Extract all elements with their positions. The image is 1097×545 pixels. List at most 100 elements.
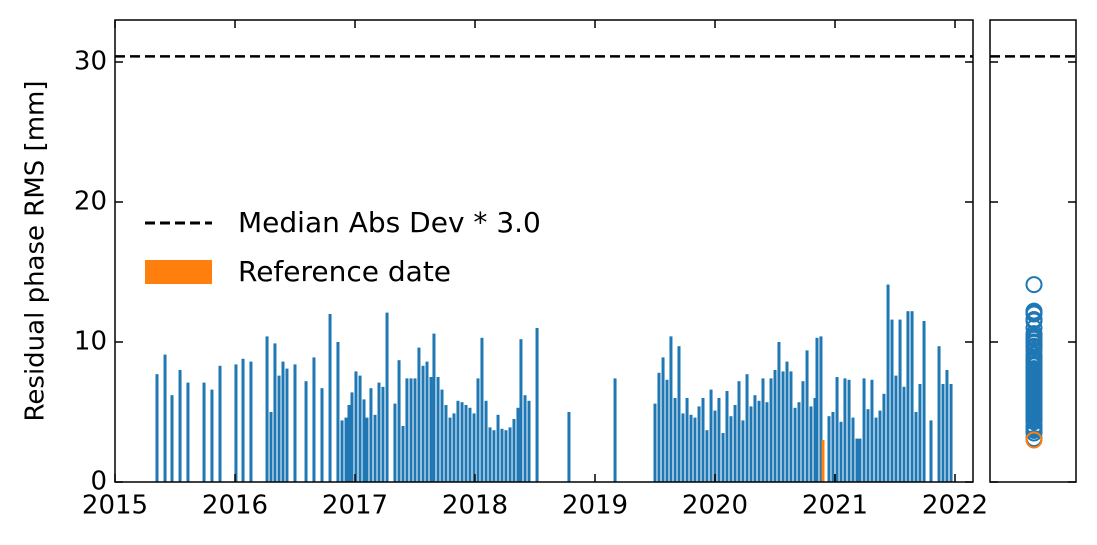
bar [358,375,362,482]
bar [234,364,238,482]
side-point [1025,302,1043,320]
bar [898,319,902,482]
bar [681,413,685,482]
side-point [1025,367,1043,385]
bar [858,438,862,482]
bar [354,371,358,482]
side-point [1025,411,1043,429]
bar [839,421,843,482]
legend-patch [145,260,212,284]
bar [249,361,253,482]
side-point [1025,312,1043,330]
bar [468,407,472,482]
bar [902,386,906,482]
bar [701,398,705,482]
bar [409,378,413,482]
bar [878,410,882,482]
bar [362,399,366,482]
bar [874,417,878,482]
bar [397,360,401,482]
bar [285,368,289,482]
bar [835,377,839,482]
bar [369,388,373,482]
y-axis-label: Residual phase RMS [mm] [21,81,51,422]
bar [210,389,214,482]
bar [769,378,773,482]
bar [347,405,351,482]
bar [186,382,190,482]
bar [436,377,440,482]
bar [741,420,745,482]
bar [405,378,409,482]
bar [733,405,737,482]
bar [567,412,571,482]
bar [777,342,781,482]
bar [508,427,512,482]
bar [765,402,769,482]
bar [886,284,890,482]
bar [241,358,245,482]
bar [444,405,448,482]
side-point [1025,403,1043,421]
x-tick-label: 2018 [442,491,508,521]
bar [882,393,886,482]
y-tick-label: 0 [90,467,107,497]
bar [401,426,405,482]
bar [377,382,381,482]
bar [922,321,926,482]
bar [504,430,508,482]
bar [781,371,785,482]
bar [218,365,222,482]
bar [815,337,819,482]
x-tick-label: 2021 [802,491,868,521]
x-tick-label: 2015 [82,491,148,521]
side-reference-point [1025,431,1043,449]
bar [910,311,914,482]
bar [350,392,354,482]
bar [492,430,496,482]
bar [918,384,922,482]
bar [523,395,527,482]
bar [653,403,657,482]
bar [785,361,789,482]
bar [827,416,831,482]
bar [320,388,324,482]
bar [669,336,673,482]
bar [789,371,793,482]
bar [281,361,285,482]
y-tick-label: 30 [74,47,107,77]
bar [661,357,665,482]
bar [448,417,452,482]
bar [757,400,761,482]
bar [906,311,910,482]
bar [163,354,167,482]
bar [202,382,206,482]
bar [472,413,476,482]
bar [421,365,425,482]
bar [500,428,504,482]
bar [945,370,949,482]
bar [460,402,464,482]
bar [949,384,953,482]
bar [870,379,874,482]
bar [413,378,417,482]
bar [866,409,870,482]
bar [801,381,805,482]
bar [862,378,866,482]
bar [697,406,701,482]
x-tick-label: 2022 [922,491,988,521]
bar [393,403,397,482]
bar [843,378,847,482]
bar [717,398,721,482]
bar [914,412,918,482]
bar [890,319,894,482]
bar [657,372,661,482]
bar [373,414,377,482]
bar [941,384,945,482]
bar [476,378,480,482]
bar [425,361,429,482]
bar [813,398,817,482]
bar [665,379,669,482]
bar [809,406,813,482]
